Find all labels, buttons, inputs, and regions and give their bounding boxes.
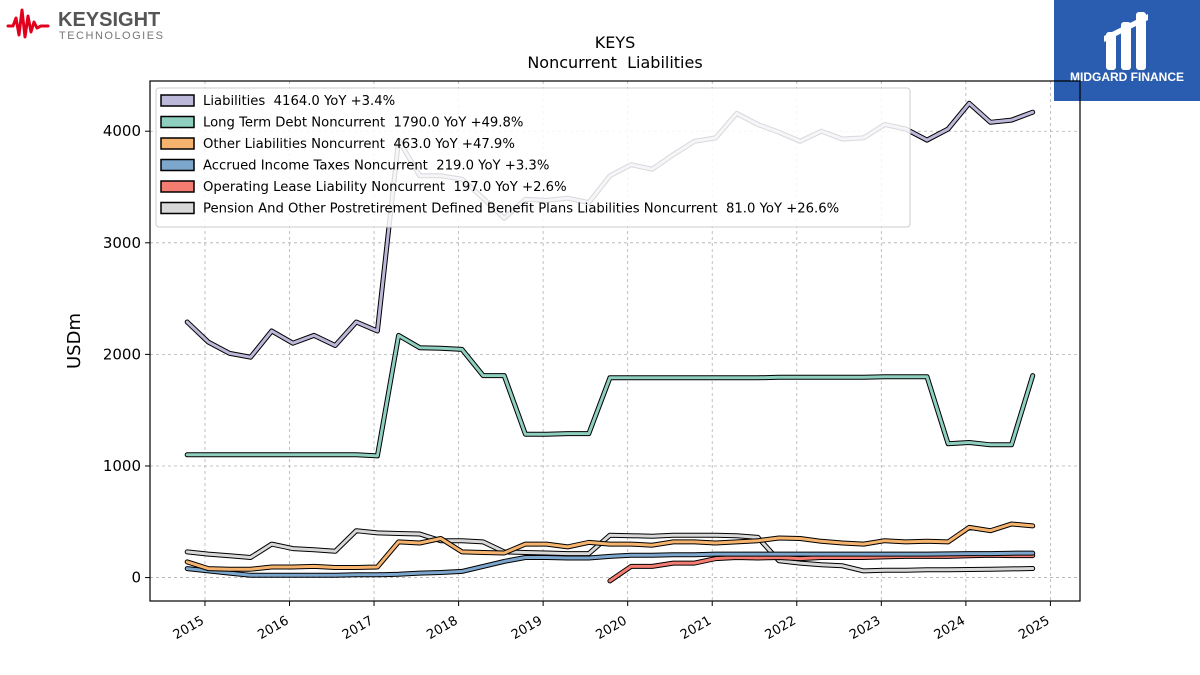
legend-label: Operating Lease Liability Noncurrent 197…: [203, 180, 567, 195]
legend-label: Long Term Debt Noncurrent 1790.0 YoY +49…: [203, 116, 523, 131]
x-tick-label: 2022: [763, 613, 799, 643]
y-axis-label: USDm: [64, 313, 85, 369]
midgard-logo-graphic: MIDGARD FINANCE: [1070, 12, 1184, 84]
y-tick-label: 0: [131, 569, 141, 587]
keysight-wave-icon: [6, 8, 50, 39]
legend-swatch: [160, 94, 195, 107]
legend-swatch: [160, 115, 195, 129]
chart-subtitle: Noncurrent Liabilities: [527, 53, 702, 72]
series-line: [184, 528, 1036, 574]
legend-swatch: [160, 201, 195, 215]
plot-area-frame: [149, 80, 1081, 602]
legend: Liabilities 4164.0 YoY +3.4% Long Term De…: [155, 87, 911, 228]
legend-label: Other Liabilities Noncurrent 463.0 YoY +…: [203, 137, 515, 152]
series-line: [184, 550, 1036, 578]
y-tick-label: 2000: [103, 345, 141, 363]
x-tick-label: 2024: [932, 613, 968, 643]
y-tick-label: 4000: [103, 122, 141, 140]
series-line-stroke: [185, 333, 1035, 458]
x-tick-label: 2017: [340, 613, 376, 643]
series-line: [184, 521, 1036, 572]
series-line: [184, 332, 1036, 459]
series-line-stroke: [185, 529, 1035, 573]
legend-swatch: [160, 180, 195, 193]
legend-label: Accrued Income Taxes Noncurrent 219.0 Yo…: [203, 159, 549, 174]
legend-label: Liabilities 4164.0 YoY +3.4%: [203, 94, 395, 109]
series-line-outline: [184, 521, 1036, 572]
legend-entry: Long Term Debt Noncurrent 1790.0 YoY +49…: [160, 115, 523, 131]
legend-entry: Other Liabilities Noncurrent 463.0 YoY +…: [160, 137, 515, 152]
x-tick-label: 2023: [847, 613, 883, 643]
midgard-name: MIDGARD FINANCE: [1070, 70, 1184, 84]
x-tick-label: 2025: [1016, 613, 1052, 643]
y-tick-label: 3000: [103, 234, 141, 252]
x-tick-label: 2015: [171, 613, 207, 643]
y-tick-label: 1000: [103, 457, 141, 475]
legend-entry: Liabilities 4164.0 YoY +3.4%: [160, 94, 395, 109]
keysight-sub: TECHNOLOGIES: [59, 30, 164, 42]
series-line-stroke: [185, 551, 1035, 577]
keysight-logo-graphic: KEYSIGHT TECHNOLOGIES: [6, 8, 164, 42]
x-tick-label: 2020: [594, 613, 630, 643]
midgard-logo: MIDGARD FINANCE: [1054, 0, 1200, 101]
x-tick-label: 2019: [509, 613, 545, 643]
series-line-stroke: [185, 522, 1035, 571]
x-tick-label: 2021: [678, 613, 714, 643]
legend-box: [155, 87, 911, 228]
legend-swatch: [160, 158, 195, 172]
x-tick-label: 2016: [255, 613, 291, 643]
keysight-logo: KEYSIGHT TECHNOLOGIES: [6, 4, 176, 44]
legend-swatch: [160, 137, 195, 150]
midgard-emblem-icon: [1104, 12, 1148, 70]
keysight-name: KEYSIGHT: [58, 9, 160, 31]
series-line-outline: [184, 332, 1036, 459]
x-tick-label: 2018: [424, 613, 460, 643]
legend-entry: Pension And Other Postretirement Defined…: [160, 201, 839, 217]
legend-entry: Accrued Income Taxes Noncurrent 219.0 Yo…: [160, 158, 549, 174]
legend-label: Pension And Other Postretirement Defined…: [203, 202, 839, 217]
legend-entry: Operating Lease Liability Noncurrent 197…: [160, 180, 567, 195]
chart-title: KEYS: [595, 33, 636, 52]
